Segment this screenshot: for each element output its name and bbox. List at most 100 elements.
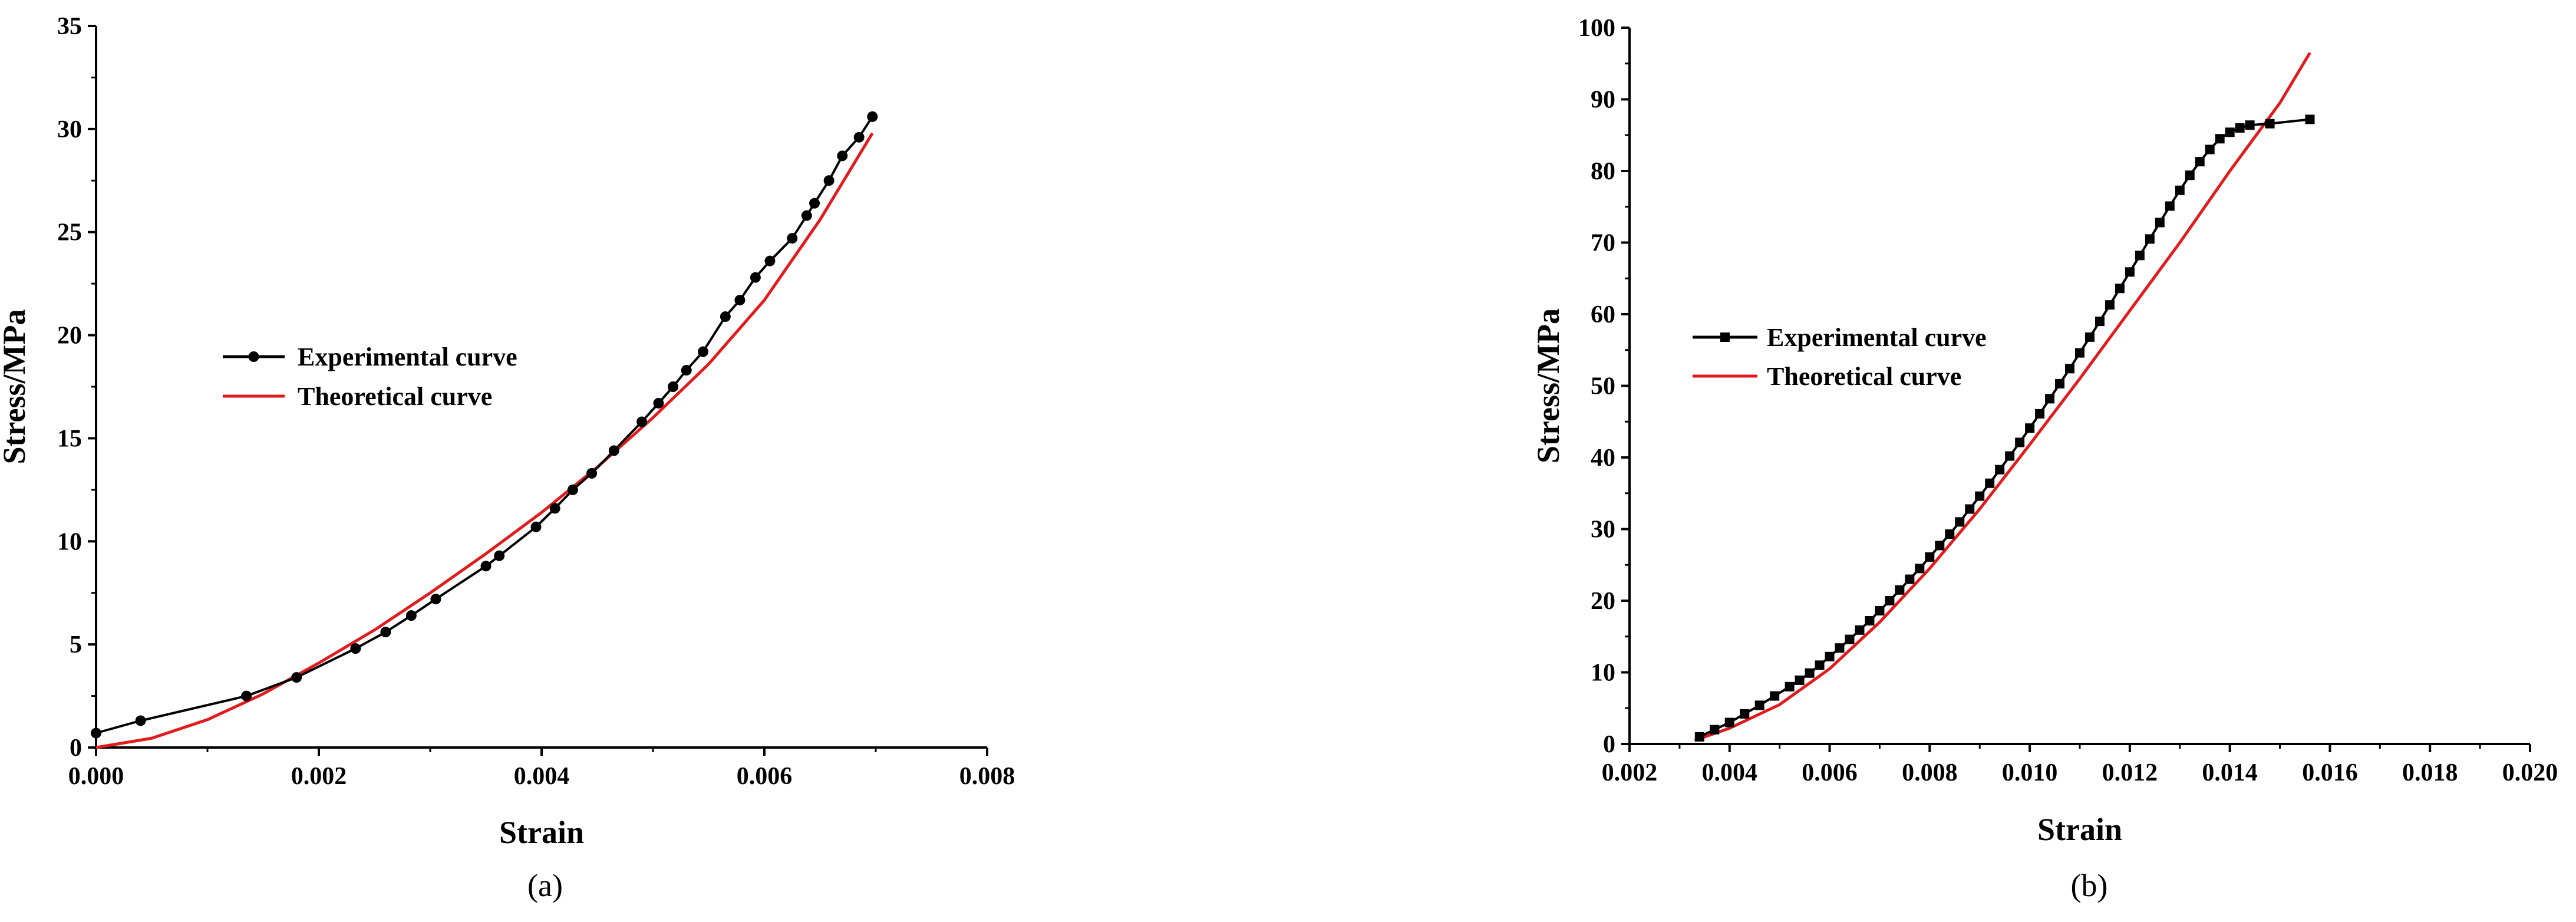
data-point xyxy=(1710,725,1720,735)
data-point xyxy=(698,346,709,357)
x-tick-label: 0.006 xyxy=(1802,759,1858,786)
x-tick-label: 0.006 xyxy=(737,763,793,790)
data-point xyxy=(549,503,560,514)
data-point xyxy=(867,111,878,122)
x-tick-label: 0.002 xyxy=(291,763,347,790)
data-point xyxy=(1955,517,1965,527)
data-point xyxy=(2195,157,2205,167)
data-point xyxy=(2235,123,2245,133)
y-tick-label: 70 xyxy=(1591,230,1615,257)
x-axis-title: Strain xyxy=(499,815,584,850)
data-point xyxy=(1985,478,1995,488)
data-point xyxy=(636,416,648,427)
y-tick-label: 0 xyxy=(1603,731,1615,758)
data-point xyxy=(750,272,761,283)
data-point xyxy=(1855,625,1865,635)
chart-panel-a: 0.000 0.002 0.004 0.006 0.008 0 5 10 15 20 25 30 35 S… xyxy=(0,13,1015,903)
data-point xyxy=(668,381,679,392)
data-point xyxy=(380,627,391,638)
data-point xyxy=(2155,218,2165,228)
data-point xyxy=(2145,234,2155,244)
y-tick-label: 90 xyxy=(1591,87,1615,114)
data-point xyxy=(2125,267,2135,277)
data-point xyxy=(2305,114,2315,124)
legend: Experimental curve Theoretical curve xyxy=(223,343,517,411)
y-tick-label: 80 xyxy=(1591,158,1615,185)
y-tick-label: 10 xyxy=(1591,660,1615,687)
x-axis-title: Strain xyxy=(2037,812,2122,847)
data-point xyxy=(2045,394,2055,404)
data-point xyxy=(1885,596,1895,605)
x-tick-label: 0.014 xyxy=(2202,759,2258,786)
x-tick-label: 0.008 xyxy=(959,763,1015,790)
y-tick-label: 100 xyxy=(1578,15,1615,42)
data-point xyxy=(1995,465,2005,475)
data-point xyxy=(1865,616,1875,626)
data-point xyxy=(2065,364,2075,374)
data-point xyxy=(2185,170,2195,180)
y-tick-label: 50 xyxy=(1591,373,1615,400)
data-point xyxy=(2165,201,2175,211)
series-line-theoretical xyxy=(1694,52,2311,742)
data-point xyxy=(91,727,101,739)
data-point xyxy=(1945,529,1955,539)
data-point xyxy=(291,672,302,683)
x-tick-label: 0.004 xyxy=(514,763,570,790)
y-tick-label: 40 xyxy=(1591,444,1615,472)
data-point xyxy=(2205,144,2215,154)
x-tick-label: 0.012 xyxy=(2102,759,2158,786)
data-point xyxy=(787,233,798,244)
data-point xyxy=(135,715,146,726)
data-point xyxy=(681,365,692,376)
data-point xyxy=(1694,732,1704,742)
data-point xyxy=(430,594,441,605)
data-point xyxy=(1915,564,1925,574)
data-point xyxy=(823,175,835,186)
data-point xyxy=(853,131,865,143)
x-tick-label: 0.002 xyxy=(1602,759,1658,786)
data-point xyxy=(1825,651,1835,661)
y-tick-label: 0 xyxy=(70,735,82,762)
data-point xyxy=(1815,660,1825,670)
data-point xyxy=(2025,423,2035,433)
data-point xyxy=(1875,606,1885,616)
data-point xyxy=(2035,409,2045,419)
data-point xyxy=(1754,700,1764,710)
data-point xyxy=(1835,643,1845,653)
panel-caption: (a) xyxy=(527,868,563,903)
data-point xyxy=(801,210,812,221)
data-point xyxy=(2084,332,2095,342)
data-point xyxy=(2265,118,2275,129)
data-point xyxy=(1905,574,1915,584)
y-axis-title: Stress/MPa xyxy=(0,309,32,465)
data-point xyxy=(720,311,731,322)
data-point xyxy=(2075,348,2084,358)
series-line-experimental xyxy=(1698,118,2310,738)
data-point xyxy=(2245,120,2255,130)
data-point xyxy=(734,295,746,306)
data-point xyxy=(405,610,417,621)
y-tick-label: 60 xyxy=(1591,301,1615,328)
legend-label: Theoretical curve xyxy=(1767,362,1961,391)
data-point xyxy=(586,467,598,479)
data-point xyxy=(480,561,492,572)
x-tick-label: 0.018 xyxy=(2402,759,2458,786)
data-point xyxy=(1805,668,1815,678)
chart-panel-b: 0.002 0.004 0.006 0.008 0.010 0.012 0.014 0.016… xyxy=(1531,15,2558,903)
x-tick-label: 0.004 xyxy=(1702,759,1758,786)
y-tick-label: 15 xyxy=(57,425,82,452)
legend-label: Experimental curve xyxy=(1767,323,1987,352)
data-point xyxy=(1965,504,1975,514)
data-point xyxy=(809,197,820,209)
y-tick-label: 30 xyxy=(1591,516,1615,544)
data-point xyxy=(2055,378,2065,388)
y-tick-label: 30 xyxy=(57,116,82,143)
data-point xyxy=(1740,709,1750,719)
data-point xyxy=(1895,585,1905,595)
data-point xyxy=(2215,134,2225,144)
y-tick-label: 25 xyxy=(57,219,82,246)
data-point xyxy=(1785,681,1795,692)
data-point xyxy=(764,255,776,266)
data-point xyxy=(2005,451,2015,461)
